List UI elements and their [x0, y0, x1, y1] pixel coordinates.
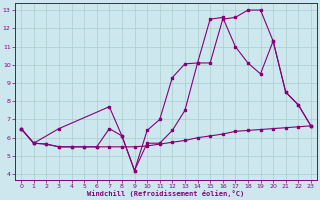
X-axis label: Windchill (Refroidissement éolien,°C): Windchill (Refroidissement éolien,°C): [87, 190, 245, 197]
